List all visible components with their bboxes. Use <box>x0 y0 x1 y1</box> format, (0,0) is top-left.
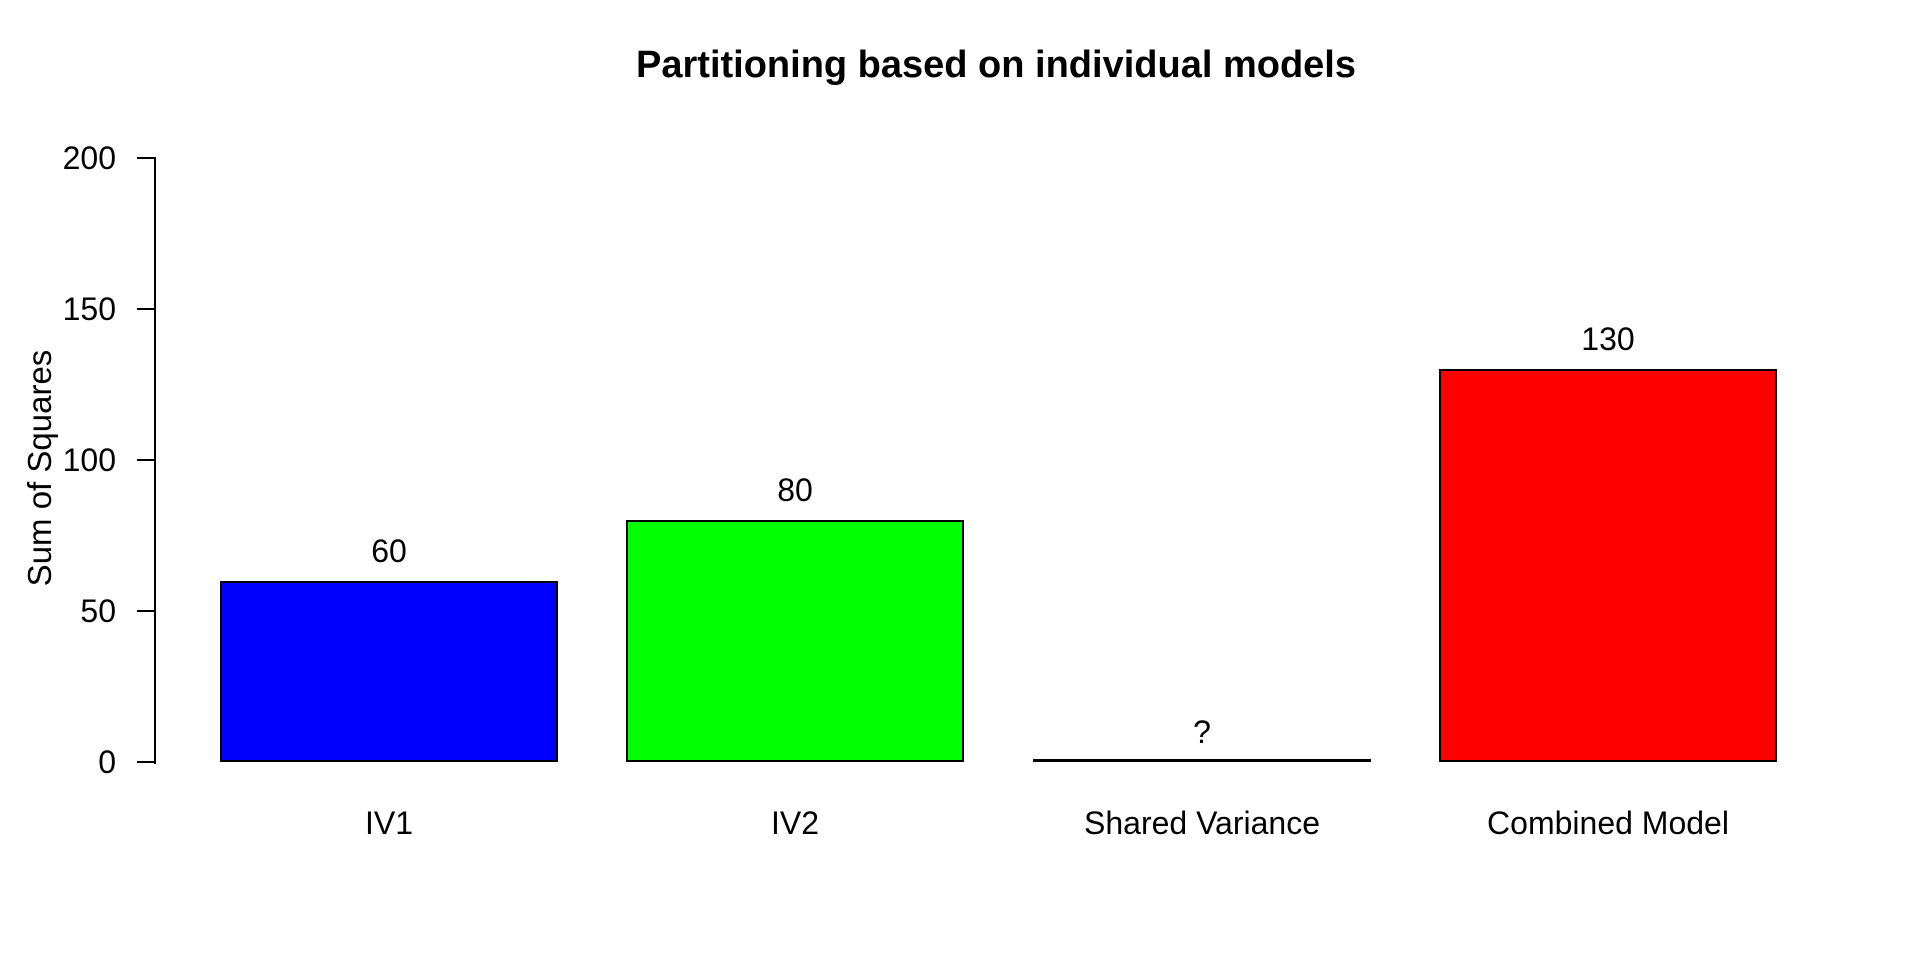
chart-title: Partitioning based on individual models <box>636 44 1356 86</box>
y-tick-mark-100 <box>137 459 155 461</box>
y-tick-label-100: 100 <box>62 442 116 478</box>
category-label-shared-variance: Shared Variance <box>1084 805 1320 841</box>
y-tick-mark-0 <box>137 761 155 763</box>
bar-iv1 <box>220 580 558 762</box>
category-label-iv2: IV2 <box>770 805 820 841</box>
y-tick-mark-50 <box>137 610 155 612</box>
value-label-shared-variance: ? <box>1193 713 1211 750</box>
value-label-iv1: 60 <box>371 532 407 569</box>
y-axis-line <box>154 157 156 764</box>
y-tick-label-150: 150 <box>62 291 116 327</box>
bar-shared-variance <box>1033 759 1371 762</box>
y-tick-label-200: 200 <box>62 140 116 176</box>
y-tick-label-50: 50 <box>80 593 116 629</box>
value-label-combined-model: 130 <box>1581 321 1635 358</box>
y-tick-label-0: 0 <box>98 744 116 780</box>
category-label-iv1: IV1 <box>364 805 414 841</box>
value-label-iv2: 80 <box>777 472 813 509</box>
bar-combined-model <box>1439 369 1777 762</box>
y-tick-mark-200 <box>137 157 155 159</box>
category-label-combined-model: Combined Model <box>1487 805 1729 841</box>
y-tick-mark-150 <box>137 308 155 310</box>
bar-iv2 <box>626 520 964 762</box>
